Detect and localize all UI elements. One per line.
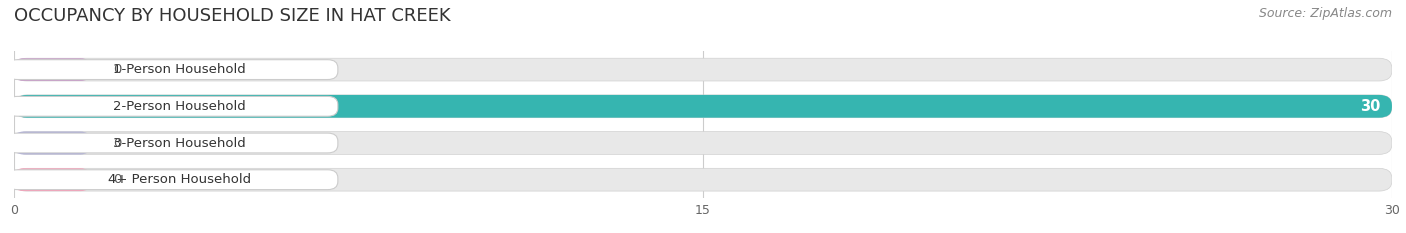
Text: 0: 0	[112, 63, 121, 76]
FancyBboxPatch shape	[14, 132, 1392, 154]
Text: OCCUPANCY BY HOUSEHOLD SIZE IN HAT CREEK: OCCUPANCY BY HOUSEHOLD SIZE IN HAT CREEK	[14, 7, 451, 25]
FancyBboxPatch shape	[7, 170, 337, 190]
FancyBboxPatch shape	[14, 58, 1392, 81]
FancyBboxPatch shape	[14, 132, 90, 154]
FancyBboxPatch shape	[14, 95, 1392, 118]
FancyBboxPatch shape	[14, 168, 90, 191]
Text: 30: 30	[1360, 99, 1381, 114]
FancyBboxPatch shape	[14, 168, 1392, 191]
FancyBboxPatch shape	[7, 96, 337, 116]
Text: 4+ Person Household: 4+ Person Household	[108, 173, 250, 186]
Text: 1-Person Household: 1-Person Household	[112, 63, 246, 76]
Text: 0: 0	[112, 173, 121, 186]
Text: Source: ZipAtlas.com: Source: ZipAtlas.com	[1258, 7, 1392, 20]
Text: 3-Person Household: 3-Person Household	[112, 137, 246, 150]
Text: 0: 0	[112, 137, 121, 150]
Text: 2-Person Household: 2-Person Household	[112, 100, 246, 113]
FancyBboxPatch shape	[14, 58, 90, 81]
FancyBboxPatch shape	[7, 133, 337, 153]
FancyBboxPatch shape	[14, 95, 1392, 118]
FancyBboxPatch shape	[7, 60, 337, 79]
